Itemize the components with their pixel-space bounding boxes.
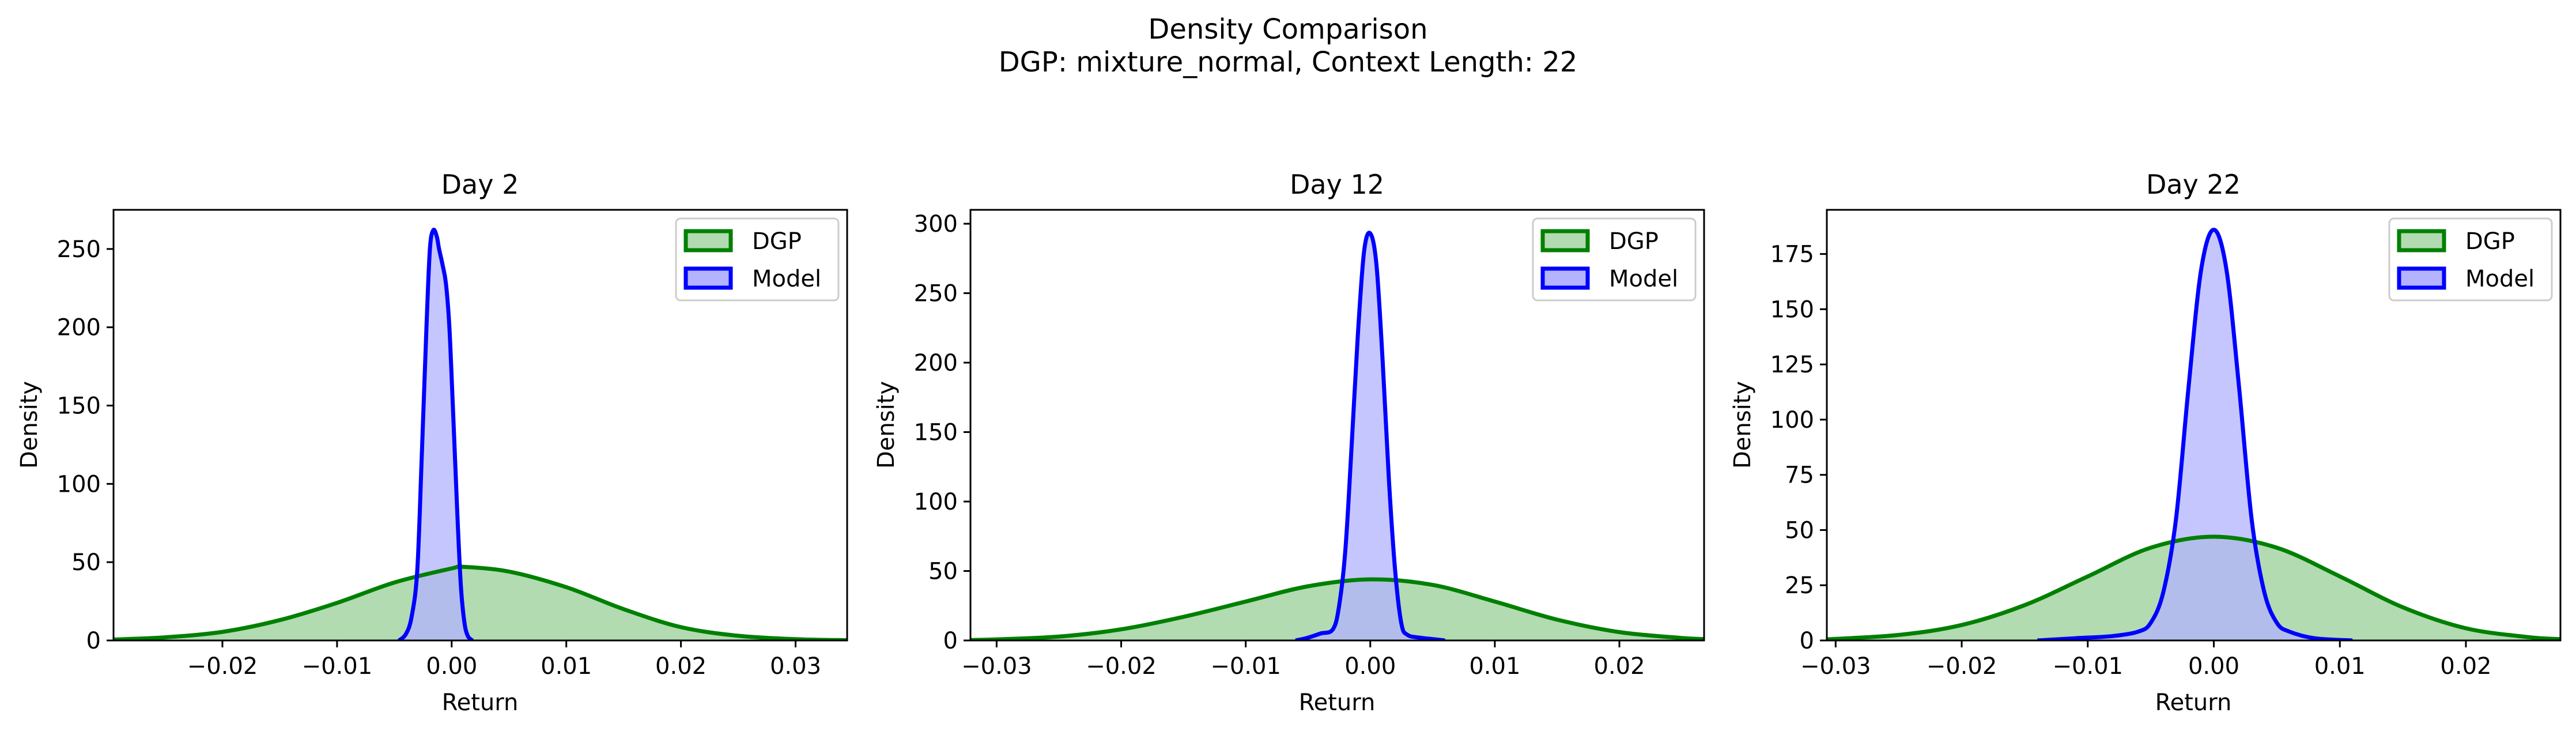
x-tick-label: −0.02 — [1086, 653, 1157, 680]
x-tick-label: −0.03 — [1800, 653, 1871, 680]
x-tick-label: −0.01 — [2052, 653, 2123, 680]
plot-area — [1827, 228, 2560, 640]
y-tick-label: 0 — [1800, 628, 1814, 654]
y-tick-label: 300 — [914, 211, 958, 238]
y-tick-label: 200 — [914, 350, 958, 376]
panel-day-2: Day 2 −0.02 −0.01 0.00 0.01 0.02 0.03 0 50 100 1… — [16, 169, 848, 716]
legend: DGP Model — [2388, 217, 2553, 301]
x-tick-label: 0.01 — [2314, 653, 2366, 680]
legend-swatch-model — [2397, 266, 2446, 290]
y-tick-label: 100 — [57, 471, 101, 497]
y-tick-label: 50 — [928, 559, 958, 585]
x-ticks: −0.02 −0.01 0.00 0.01 0.02 0.03 — [187, 640, 821, 680]
x-tick-label: 0.00 — [1344, 653, 1396, 680]
legend-swatch-dgp — [683, 229, 733, 252]
x-tick-label: −0.02 — [187, 653, 258, 680]
model-density-area — [399, 229, 473, 640]
panel-day-12: Day 12 −0.03 −0.02 −0.01 0.00 0.01 0.02 0 50 10… — [873, 169, 1705, 716]
x-tick-label: 0.01 — [541, 653, 592, 680]
model-density-area — [1295, 232, 1445, 640]
y-tick-label: 50 — [71, 549, 101, 576]
x-tick-label: −0.01 — [302, 653, 373, 680]
model-density-line — [397, 228, 474, 640]
panel-title: Day 22 — [2146, 169, 2241, 200]
legend-swatch-dgp — [2397, 229, 2446, 252]
y-ticks: 0 50 100 150 200 250 — [57, 236, 114, 654]
y-tick-label: 250 — [57, 236, 101, 263]
y-axis-label: Density — [1729, 381, 1756, 469]
x-tick-label: −0.01 — [1210, 653, 1281, 680]
legend-label-dgp: DGP — [1609, 228, 1659, 255]
dgp-density-line — [1827, 534, 2560, 640]
dgp-density-area — [114, 566, 847, 640]
y-axis-label: Density — [873, 381, 900, 469]
y-tick-label: 250 — [914, 281, 958, 307]
x-ticks: −0.03 −0.02 −0.01 0.00 0.01 0.02 — [961, 640, 1645, 680]
x-tick-label: 0.02 — [2440, 653, 2491, 680]
panel-title: Day 12 — [1290, 169, 1384, 200]
x-tick-label: −0.03 — [961, 653, 1032, 680]
model-density-line — [1295, 231, 1445, 640]
y-tick-label: 150 — [1770, 296, 1814, 323]
x-tick-label: 0.00 — [2188, 653, 2239, 680]
y-tick-label: 150 — [914, 420, 958, 446]
dgp-density-line — [970, 577, 1704, 640]
y-ticks: 0 25 50 75 100 125 150 175 — [1770, 242, 1827, 654]
y-tick-label: 0 — [86, 628, 101, 654]
axes-frame — [969, 209, 1705, 642]
x-ticks: −0.03 −0.02 −0.01 0.00 0.01 0.02 — [1800, 640, 2491, 680]
plot-area — [970, 231, 1704, 640]
x-axis-label: Return — [2155, 689, 2232, 716]
model-density-line — [2037, 228, 2353, 640]
legend-swatch-model — [683, 266, 733, 290]
dgp-density-line — [114, 564, 847, 640]
panel-title: Day 2 — [441, 169, 519, 200]
legend: DGP Model — [675, 217, 840, 301]
y-tick-label: 100 — [914, 489, 958, 515]
y-tick-label: 75 — [1785, 462, 1814, 489]
legend-label-model: Model — [2465, 266, 2535, 292]
y-tick-label: 175 — [1770, 242, 1814, 268]
panel-day-22: Day 22 −0.03 −0.02 −0.01 0.00 0.01 0.02 0 25 50… — [1729, 169, 2562, 716]
legend-label-dgp: DGP — [752, 228, 802, 255]
x-axis-label: Return — [1299, 689, 1376, 716]
legend: DGP Model — [1532, 217, 1697, 301]
legend-label-model: Model — [752, 266, 821, 292]
legend-label-dgp: DGP — [2465, 228, 2515, 255]
y-tick-label: 50 — [1785, 517, 1814, 544]
y-axis-label: Density — [16, 381, 43, 469]
x-tick-label: 0.01 — [1469, 653, 1520, 680]
y-tick-label: 200 — [57, 315, 101, 341]
figure-title-line-1: Density Comparison — [1148, 13, 1428, 46]
axes-frame — [112, 209, 848, 642]
legend-swatch-dgp — [1540, 229, 1590, 252]
model-density-area — [2037, 229, 2353, 640]
x-tick-label: 0.02 — [1594, 653, 1645, 680]
x-tick-label: 0.00 — [426, 653, 477, 680]
axes-frame — [1826, 209, 2562, 642]
y-tick-label: 150 — [57, 393, 101, 420]
x-tick-label: −0.02 — [1927, 653, 1997, 680]
legend-label-model: Model — [1609, 266, 1678, 292]
y-ticks: 0 50 100 150 200 250 300 — [914, 211, 970, 654]
y-tick-label: 25 — [1785, 572, 1814, 599]
x-axis-label: Return — [442, 689, 519, 716]
x-tick-label: 0.03 — [770, 653, 821, 680]
x-tick-label: 0.02 — [655, 653, 707, 680]
y-tick-label: 0 — [943, 628, 958, 654]
figure-title-line-2: DGP: mixture_normal, Context Length: 22 — [998, 46, 1578, 78]
legend-swatch-model — [1540, 266, 1590, 290]
y-tick-label: 100 — [1770, 407, 1814, 434]
y-tick-label: 125 — [1770, 352, 1814, 378]
plot-area — [114, 228, 847, 640]
